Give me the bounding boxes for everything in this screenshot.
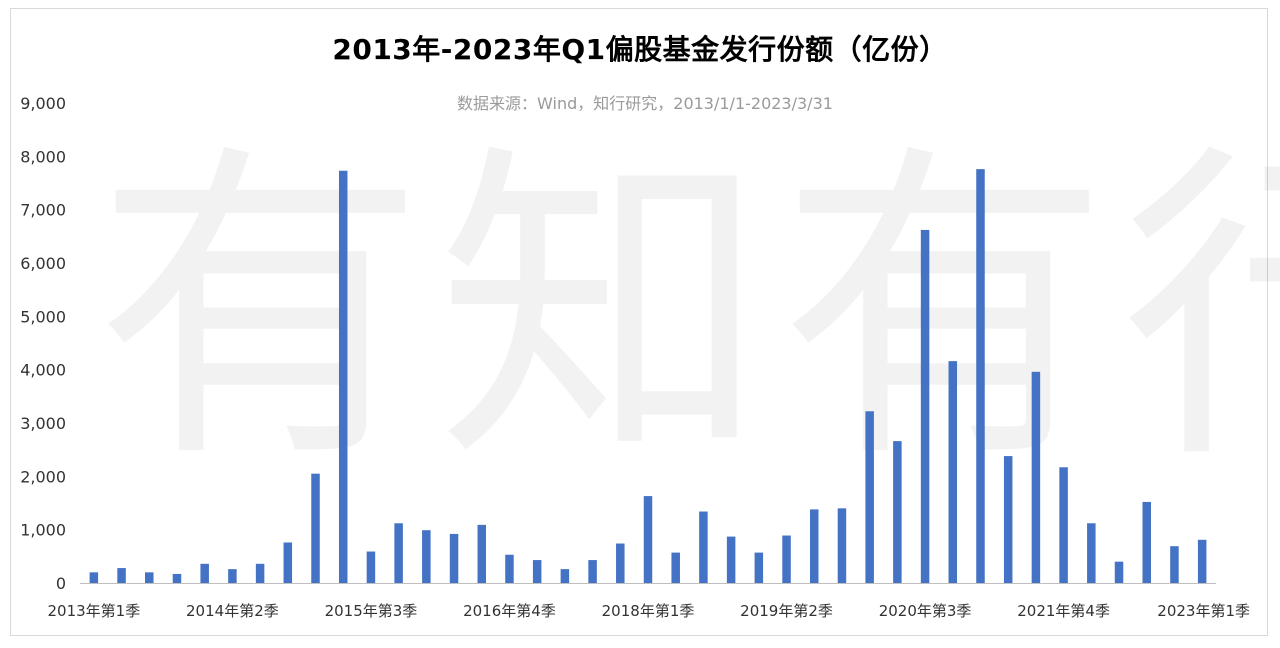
bar: 2022年第2季: 400: [1114, 561, 1124, 583]
y-tick-label: 5,000: [20, 307, 66, 326]
y-tick-label: 2,000: [20, 467, 66, 486]
y-tick-label: 7,000: [20, 201, 66, 220]
bar: 2021年第2季: 2380: [1003, 456, 1013, 583]
bar: 2022年第1季: 1120: [1087, 523, 1096, 583]
y-tick-label: 0: [56, 574, 66, 593]
bar: 2020年第3季: 6620: [920, 229, 930, 583]
bar: 2017年第2季: 260: [560, 569, 570, 583]
bar: 2020年第1季: 3220: [865, 411, 874, 583]
x-tick-label: 2020年第3季: [879, 602, 972, 620]
x-tick-label: 2018年第1季: [602, 602, 695, 620]
bar: 2018年第3季: 1340: [699, 511, 708, 583]
y-tick-label: 1,000: [20, 521, 66, 540]
bar: 2021年第1季: 7760: [976, 169, 985, 583]
x-tick-label: 2014年第2季: [186, 602, 279, 620]
bar: 2019年第3季: 1380: [809, 509, 819, 583]
bar: 2016年第4季: 530: [505, 554, 514, 583]
y-tick-label: 8,000: [20, 147, 66, 166]
x-tick-label: 2019年第2季: [740, 602, 833, 620]
bar: 2013年第1季: 200: [89, 572, 99, 583]
bar: 2019年第2季: 890: [782, 535, 791, 583]
x-tick-label: 2023年第1季: [1157, 602, 1250, 620]
chart-frame: [10, 8, 1268, 636]
bar: 2016年第3季: 1090: [477, 524, 487, 583]
bar: 2018年第2季: 570: [671, 552, 680, 583]
chart-subtitle: 数据来源：Wind，知行研究，2013/1/1-2023/3/31: [457, 94, 833, 113]
chart-title: 2013年-2023年Q1偏股基金发行份额（亿份）: [332, 33, 948, 66]
bar: 2021年第4季: 2170: [1059, 467, 1068, 583]
bar: 2020年第4季: 4160: [948, 361, 958, 583]
y-tick-label: 6,000: [20, 254, 66, 273]
bar: 2019年第1季: 570: [754, 552, 764, 583]
x-tick-label: 2016年第4季: [463, 602, 556, 620]
bar: 2020年第2季: 2660: [893, 441, 902, 583]
bar: 2017年第1季: 430: [532, 560, 542, 583]
bar: 2016年第2季: 920: [449, 533, 459, 583]
bar: 2013年第3季: 200: [145, 572, 154, 583]
bar: 2021年第3季: 3960: [1031, 371, 1041, 583]
y-tick-label: 3,000: [20, 414, 66, 433]
bar: 2015年第3季: 590: [366, 551, 376, 583]
bar: 2017年第3季: 430: [588, 560, 597, 583]
bar: 2013年第2季: 280: [117, 568, 126, 583]
bar: 2015年第2季: 7730: [338, 170, 348, 583]
bar: 2022年第3季: 1520: [1142, 501, 1151, 583]
x-tick-label: 2021年第4季: [1017, 602, 1110, 620]
y-tick-label: 9,000: [20, 94, 66, 113]
bar: 2022年第4季: 690: [1170, 546, 1179, 583]
bar: 2013年第4季: 170: [172, 573, 182, 583]
bar: 2019年第4季: 1400: [837, 508, 847, 583]
bar: 2014年第2季: 260: [228, 569, 237, 583]
x-tick-label: 2015年第3季: [325, 602, 418, 620]
bar: 2014年第1季: 360: [200, 563, 209, 583]
bar: 2014年第3季: 360: [255, 563, 265, 583]
bar: 2017年第4季: 740: [616, 543, 625, 583]
bar: 2016年第1季: 990: [422, 530, 431, 583]
bar: 2015年第4季: 1120: [394, 523, 403, 583]
bar: 2014年第4季: 760: [283, 542, 293, 583]
x-tick-label: 2013年第1季: [47, 602, 140, 620]
y-tick-label: 4,000: [20, 361, 66, 380]
bar: 2015年第1季: 2050: [311, 473, 320, 583]
bar: 2023年第1季: 810: [1197, 539, 1207, 583]
bar: 2018年第1季: 1630: [643, 496, 653, 583]
bar: 2018年第4季: 870: [726, 536, 736, 583]
